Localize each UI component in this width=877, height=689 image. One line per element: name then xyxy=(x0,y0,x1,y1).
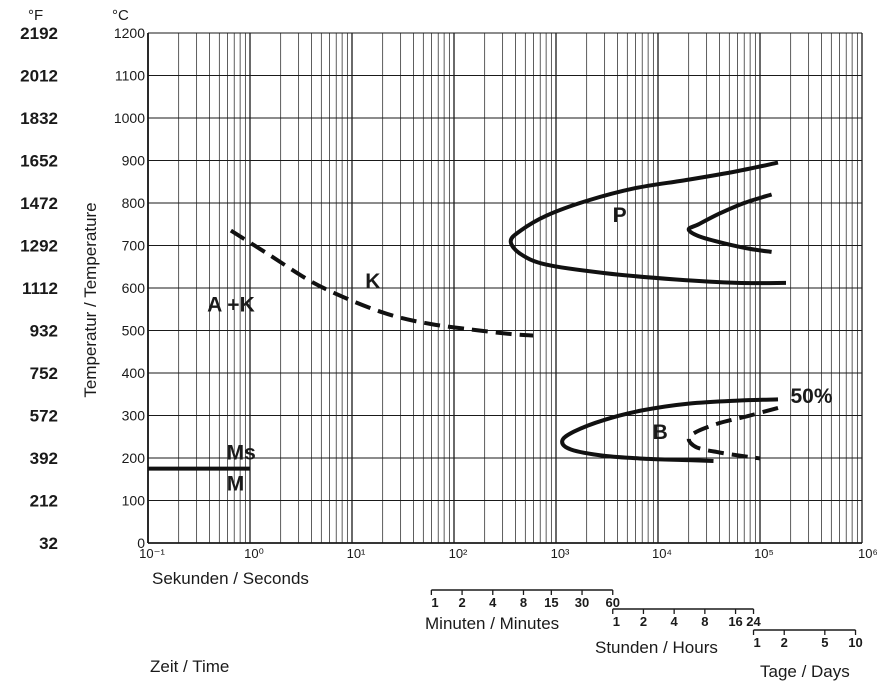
dashed-curve xyxy=(229,228,534,338)
time-scale-tick-label: 30 xyxy=(575,595,589,610)
time-scale-tick-label: 24 xyxy=(746,614,761,629)
celsius-tick-label: 300 xyxy=(122,408,146,424)
fahrenheit-tick-label: 1112 xyxy=(22,279,58,298)
x-tick-label: 10⁴ xyxy=(652,546,672,561)
fahrenheit-tick-label: 932 xyxy=(30,322,58,341)
time-scale-tick-label: 60 xyxy=(606,595,620,610)
celsius-tick-label: 700 xyxy=(122,238,146,254)
x-tick-label: 10¹ xyxy=(347,546,366,561)
region-label: A +K xyxy=(207,293,255,316)
celsius-tick-label: 900 xyxy=(122,153,146,169)
region-label: 50% xyxy=(791,385,833,408)
time-scale-tick-label: 2 xyxy=(781,635,788,650)
fahrenheit-tick-label: 2012 xyxy=(20,67,58,86)
time-scale-tick-label: 2 xyxy=(640,614,647,629)
fahrenheit-tick-label: 212 xyxy=(30,492,58,511)
y-axis-label: Temperatur / Temperature xyxy=(81,202,100,397)
celsius-tick-label: 1200 xyxy=(114,25,145,41)
fahrenheit-tick-label: 1292 xyxy=(20,237,58,256)
time-scale-label: Tage / Days xyxy=(760,662,850,681)
x-tick-label: 10² xyxy=(449,546,468,561)
x-tick-label: 10⁵ xyxy=(754,546,774,561)
tick-labels: 32 212 392 572 752 932 1112 1292 1472 1652 1832 201… xyxy=(20,24,877,561)
celsius-unit-label: °C xyxy=(112,7,129,24)
x-tick-label: 10⁶ xyxy=(858,546,877,561)
time-scale-tick-label: 1 xyxy=(613,614,620,629)
time-scale-tick-label: 1 xyxy=(431,595,438,610)
x-tick-label: 10⁰ xyxy=(244,546,264,561)
celsius-tick-label: 800 xyxy=(122,195,146,211)
celsius-tick-label: 200 xyxy=(122,450,146,466)
time-scale-tick-label: 10 xyxy=(848,635,862,650)
fahrenheit-unit-label: °F xyxy=(28,7,43,24)
region-label: M xyxy=(227,473,245,496)
grid xyxy=(147,32,863,544)
time-scale-tick-label: 1 xyxy=(754,635,761,650)
axes: °F °C Temperatur / Temperature Sekunden … xyxy=(28,7,309,676)
time-scale-label: Stunden / Hours xyxy=(595,638,718,657)
celsius-tick-label: 600 xyxy=(122,280,146,296)
time-label: Zeit / Time xyxy=(150,657,229,676)
dashed-curve xyxy=(686,405,779,461)
celsius-tick-label: 1100 xyxy=(115,68,145,84)
time-scale-label: Minuten / Minutes xyxy=(425,614,559,633)
solid-curve xyxy=(686,192,773,254)
x-tick-label: 10³ xyxy=(551,546,570,561)
time-scale-tick-label: 5 xyxy=(821,635,828,650)
celsius-tick-label: 100 xyxy=(122,493,146,509)
fahrenheit-tick-label: 572 xyxy=(30,407,58,426)
fahrenheit-tick-label: 1472 xyxy=(20,194,58,213)
x-tick-label: 10⁻¹ xyxy=(139,546,165,561)
fahrenheit-tick-label: 1652 xyxy=(20,152,58,171)
fahrenheit-tick-label: 392 xyxy=(30,449,58,468)
celsius-tick-label: 1000 xyxy=(114,110,145,126)
annotations: A +K K P B 50% Ms M xyxy=(207,204,833,496)
time-scale-tick-label: 15 xyxy=(544,595,558,610)
fahrenheit-tick-label: 1832 xyxy=(20,109,58,128)
region-label: P xyxy=(613,204,627,227)
time-scale-tick-label: 16 xyxy=(728,614,742,629)
region-label: Ms xyxy=(227,441,256,464)
time-scale-tick-label: 8 xyxy=(520,595,527,610)
region-label: B xyxy=(653,421,668,444)
time-scale-tick-label: 4 xyxy=(489,595,497,610)
curves xyxy=(148,160,787,471)
solid-curve xyxy=(560,397,779,463)
time-scale-tick-label: 8 xyxy=(701,614,708,629)
celsius-tick-label: 500 xyxy=(122,323,146,339)
fahrenheit-tick-label: 2192 xyxy=(20,24,58,43)
fahrenheit-tick-label: 752 xyxy=(30,364,58,383)
fahrenheit-tick-label: 32 xyxy=(39,534,58,553)
time-scale-tick-label: 4 xyxy=(671,614,679,629)
x-axis-label: Sekunden / Seconds xyxy=(152,569,309,588)
celsius-tick-label: 0 xyxy=(137,535,145,551)
solid-curve xyxy=(508,160,787,286)
region-label: K xyxy=(365,270,380,293)
time-scale-tick-label: 2 xyxy=(458,595,465,610)
celsius-tick-label: 400 xyxy=(122,365,146,381)
